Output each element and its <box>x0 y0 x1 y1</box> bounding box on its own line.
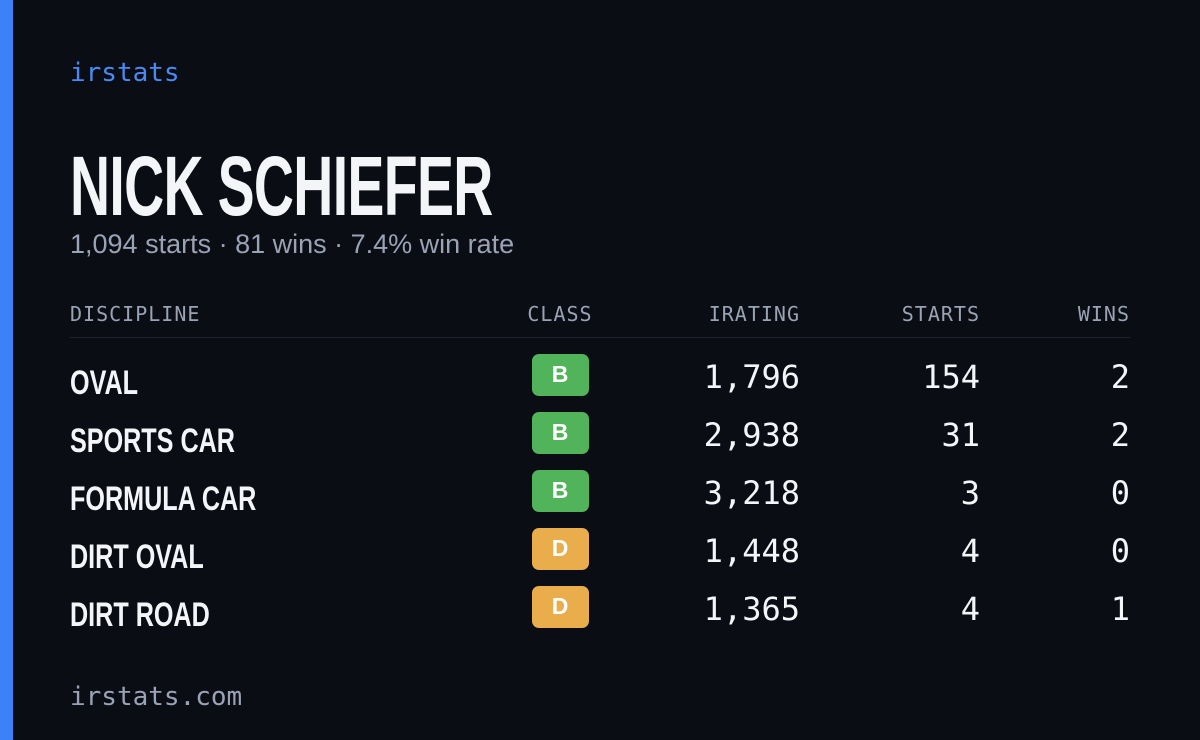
accent-bar <box>0 0 13 740</box>
wins: 1 <box>1110 590 1130 628</box>
column-header: IRATING <box>708 302 800 326</box>
wins: 0 <box>1110 474 1130 512</box>
wins: 2 <box>1110 358 1130 396</box>
irating: 2,938 <box>703 416 800 454</box>
header-divider <box>70 337 1130 338</box>
irating: 1,796 <box>703 358 800 396</box>
class-badge: D <box>531 528 589 570</box>
starts: 4 <box>960 532 980 570</box>
column-header: WINS <box>1077 302 1130 326</box>
discipline: OVAL <box>70 364 139 402</box>
class-badge: B <box>531 412 589 454</box>
discipline: DIRT OVAL <box>70 538 204 576</box>
starts: 154 <box>922 358 980 396</box>
class-badge: B <box>531 470 589 512</box>
irating: 3,218 <box>703 474 800 512</box>
column-header: STARTS <box>901 302 980 326</box>
starts: 4 <box>960 590 980 628</box>
wins: 0 <box>1110 532 1130 570</box>
discipline: FORMULA CAR <box>70 480 257 518</box>
footer: irstats.com <box>70 682 243 712</box>
class-badge: B <box>531 354 589 396</box>
driver-name: NICK SCHIEFER <box>70 139 493 233</box>
class-badge: D <box>531 586 589 628</box>
wins: 2 <box>1110 416 1130 454</box>
column-header: DISCIPLINE <box>70 302 201 326</box>
irating: 1,365 <box>703 590 800 628</box>
discipline: SPORTS CAR <box>70 422 235 460</box>
starts: 31 <box>941 416 980 454</box>
starts: 3 <box>960 474 980 512</box>
discipline: DIRT ROAD <box>70 596 210 634</box>
brand: irstats <box>70 58 180 88</box>
driver-summary: 1,094 starts · 81 wins · 7.4% win rate <box>70 229 515 259</box>
irating: 1,448 <box>703 532 800 570</box>
column-header: CLASS <box>527 302 593 326</box>
